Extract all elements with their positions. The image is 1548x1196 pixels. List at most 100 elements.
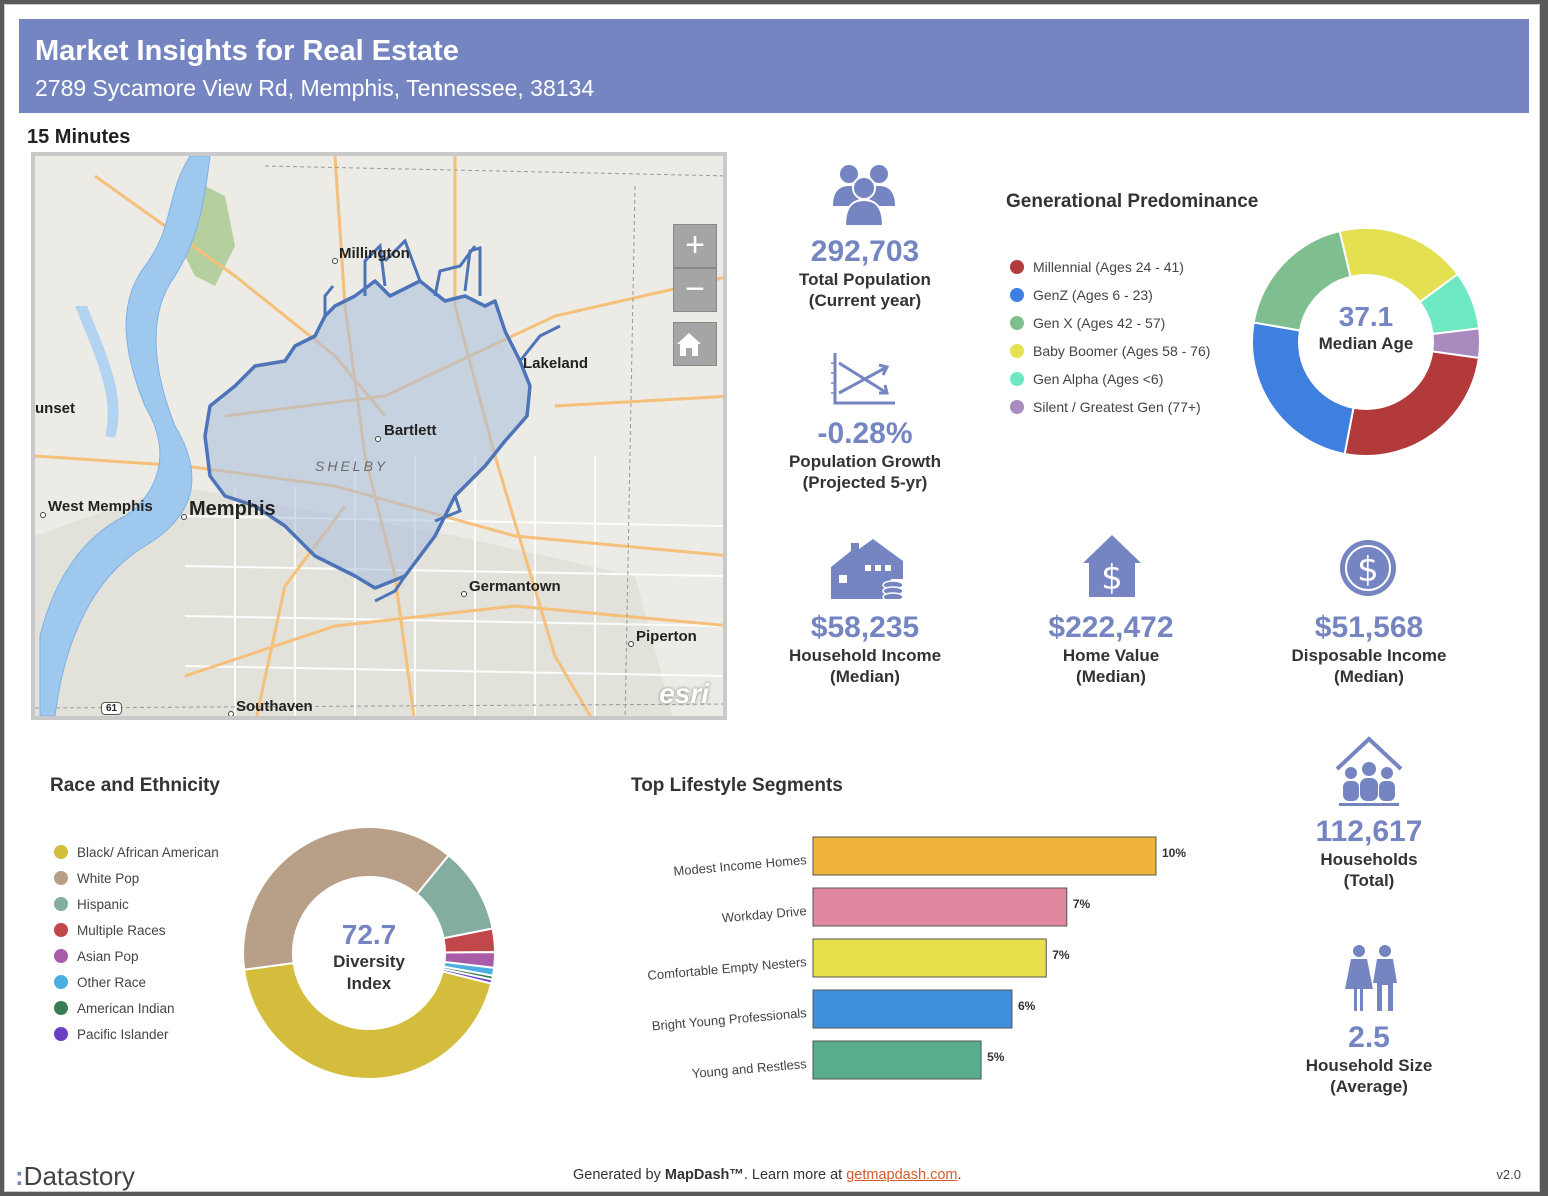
- households-label: Households: [1320, 850, 1418, 869]
- growth-sublabel: (Projected 5-yr): [802, 473, 928, 492]
- race-legend-label: Pacific Islander: [77, 1026, 169, 1042]
- race-legend-label: Multiple Races: [77, 922, 166, 938]
- household-income-label: Household Income: [788, 646, 942, 665]
- household-income-value: $58,235: [810, 611, 920, 644]
- generational-legend-swatch: [1010, 260, 1024, 274]
- race-legend-swatch: [54, 1027, 68, 1041]
- zoom-in-button[interactable]: +: [673, 224, 717, 268]
- race-legend-swatch: [54, 923, 68, 937]
- growth-chart-icon: [831, 353, 895, 405]
- race-slice[interactable]: [242, 826, 451, 971]
- generational-legend-item[interactable]: Gen Alpha (Ages <6): [1010, 365, 1210, 393]
- race-legend-item[interactable]: American Indian: [54, 995, 219, 1021]
- segment-bar[interactable]: [812, 887, 1068, 927]
- brand-name: Datastory: [23, 1161, 135, 1191]
- esri-logo: esri: [659, 678, 709, 709]
- map-label-millington: Millington: [339, 245, 410, 262]
- svg-text:$: $: [1357, 550, 1379, 590]
- generational-legend-label: Gen Alpha (Ages <6): [1033, 371, 1164, 387]
- report-address: 2789 Sycamore View Rd, Memphis, Tennesse…: [35, 75, 595, 101]
- home-value-icon: $: [1083, 535, 1141, 597]
- race-legend-label: American Indian: [77, 1000, 175, 1016]
- race-legend-item[interactable]: Multiple Races: [54, 917, 219, 943]
- generational-title: Generational Predominance: [1006, 191, 1259, 212]
- home-extent-button[interactable]: [673, 322, 717, 366]
- trade-area-spurs: [323, 238, 561, 603]
- generational-legend-label: GenZ (Ages 6 - 23): [1033, 287, 1153, 303]
- generational-donut-chart: [1251, 227, 1481, 457]
- segment-category-label: Young and Restless: [691, 1056, 808, 1081]
- segment-category-label: Bright Young Professionals: [651, 1005, 808, 1034]
- map-label-sunset: unset: [35, 400, 76, 417]
- datastory-logo[interactable]: :Datastory: [15, 1161, 135, 1191]
- household-size-label: Household Size: [1305, 1056, 1433, 1075]
- race-legend-label: Hispanic: [77, 896, 129, 912]
- generational-legend-item[interactable]: Baby Boomer (Ages 58 - 76): [1010, 337, 1210, 365]
- svg-text:$: $: [1101, 558, 1123, 597]
- race-slice[interactable]: [441, 967, 494, 985]
- household-size-value: 2.5: [1348, 1021, 1390, 1054]
- generational-legend-swatch: [1010, 316, 1024, 330]
- generational-legend-swatch: [1010, 400, 1024, 414]
- segment-value-label: 7%: [1052, 948, 1070, 962]
- generational-legend-label: Baby Boomer (Ages 58 - 76): [1033, 343, 1211, 359]
- race-legend-item[interactable]: White Pop: [54, 865, 219, 891]
- race-legend-item[interactable]: Hispanic: [54, 891, 219, 917]
- map-label-southaven: Southaven: [236, 698, 313, 715]
- segment-bar[interactable]: [812, 836, 1157, 876]
- generational-legend-item[interactable]: GenZ (Ages 6 - 23): [1010, 281, 1210, 309]
- growth-stat: -0.28% Population Growth (Projected 5-yr…: [765, 417, 965, 493]
- growth-label: Population Growth: [788, 452, 942, 471]
- median-age-value: 37.1: [1338, 301, 1394, 332]
- segments-title: Top Lifestyle Segments: [631, 775, 843, 796]
- segment-bar[interactable]: [812, 989, 1013, 1029]
- couple-icon: [1345, 945, 1397, 1011]
- generational-legend-item[interactable]: Silent / Greatest Gen (77+): [1010, 393, 1210, 421]
- race-legend-swatch: [54, 871, 68, 885]
- race-legend-swatch: [54, 1001, 68, 1015]
- generational-slice[interactable]: [1431, 327, 1481, 359]
- race-legend-item[interactable]: Other Race: [54, 969, 219, 995]
- population-value: 292,703: [810, 235, 920, 268]
- disposable-income-value: $51,568: [1314, 611, 1424, 644]
- race-legend-label: White Pop: [77, 870, 140, 886]
- diversity-index-center: 72.7 Diversity Index: [305, 919, 433, 995]
- disposable-income-stat: $51,568 Disposable Income (Median): [1269, 611, 1469, 687]
- report-page: Market Insights for Real Estate 2789 Syc…: [4, 4, 1540, 1192]
- race-legend-item[interactable]: Pacific Islander: [54, 1021, 219, 1047]
- race-legend-label: Black/ African American: [77, 844, 219, 860]
- county-line: [264, 165, 723, 177]
- generational-legend: Millennial (Ages 24 - 41) GenZ (Ages 6 - …: [1010, 253, 1210, 421]
- segment-bar[interactable]: [812, 1040, 982, 1080]
- route-shield: 61: [101, 702, 123, 715]
- household-size-sublabel: (Average): [1330, 1077, 1408, 1096]
- generational-legend-label: Gen X (Ages 42 - 57): [1033, 315, 1166, 331]
- trade-area-map[interactable]: Millington Lakeland unset Bartlett SHELB…: [31, 152, 727, 720]
- generational-legend-item[interactable]: Millennial (Ages 24 - 41): [1010, 253, 1210, 281]
- race-legend: Black/ African American White Pop Hispanic…: [54, 839, 219, 1047]
- zoom-out-button[interactable]: −: [673, 268, 717, 312]
- race-legend-item[interactable]: Asian Pop: [54, 943, 219, 969]
- race-slice[interactable]: [242, 961, 493, 1080]
- home-value-label: Home Value: [1062, 646, 1160, 665]
- drive-time-label: 15 Minutes: [27, 126, 131, 148]
- city-marker: [40, 512, 46, 518]
- credit-prefix: Generated by: [573, 1167, 665, 1183]
- segment-bar[interactable]: [812, 938, 1047, 978]
- segment-value-label: 10%: [1162, 846, 1186, 860]
- river-channel: [75, 306, 119, 438]
- generational-legend-item[interactable]: Gen X (Ages 42 - 57): [1010, 309, 1210, 337]
- population-label: Total Population: [799, 270, 931, 289]
- home-icon: [677, 333, 701, 356]
- generational-slice[interactable]: [1343, 350, 1481, 457]
- race-legend-label: Other Race: [77, 974, 147, 990]
- households-stat: 112,617 Households (Total): [1269, 815, 1469, 891]
- race-legend-swatch: [54, 897, 68, 911]
- city-marker: [375, 436, 381, 442]
- mapdash-link[interactable]: getmapdash.com: [846, 1167, 958, 1183]
- race-legend-item[interactable]: Black/ African American: [54, 839, 219, 865]
- map-label-piperton: Piperton: [636, 628, 697, 645]
- diversity-index-label: Diversity: [333, 952, 405, 971]
- home-value-stat: $222,472 Home Value (Median): [1011, 611, 1211, 687]
- generational-legend-label: Millennial (Ages 24 - 41): [1033, 259, 1184, 275]
